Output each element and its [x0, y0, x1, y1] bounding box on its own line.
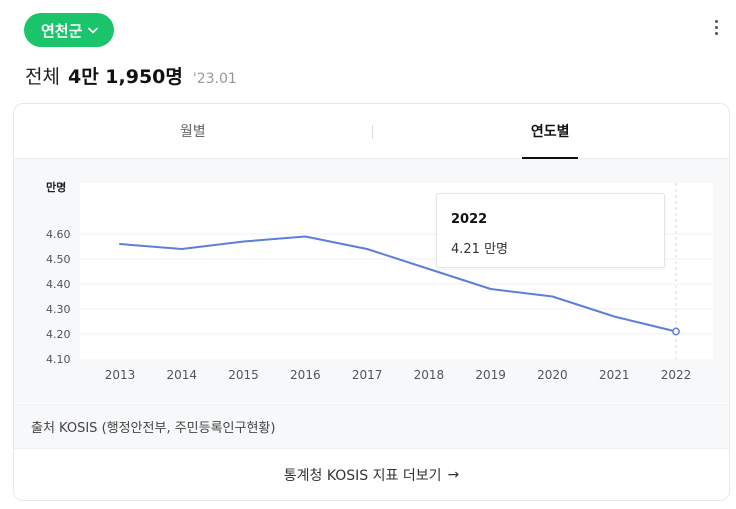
population-total: 전체 4만 1,950명 '23.01: [25, 62, 237, 89]
y-tick-label: 4.40: [46, 278, 71, 291]
tab-yearly[interactable]: 연도별: [372, 104, 730, 158]
y-tick-label: 4.20: [46, 328, 71, 341]
y-tick-label: 4.10: [46, 353, 71, 366]
kosis-more-label: 통계청 KOSIS 지표 더보기: [283, 468, 442, 484]
population-card: 월별 연도별 4.10 4.20 4.30 4.40 4.50 4.60 만명 2013 201…: [13, 103, 730, 501]
period-tabs: 월별 연도별: [14, 104, 729, 159]
x-tick-label: 2021: [599, 368, 630, 382]
more-options-icon[interactable]: [708, 16, 724, 38]
arrow-right-icon: →: [447, 467, 460, 483]
y-tick-label: 4.50: [46, 253, 71, 266]
line-chart: 4.10 4.20 4.30 4.40 4.50 4.60 만명 2013 2014 2015 20…: [46, 180, 713, 382]
total-label: 전체: [25, 66, 60, 88]
highlighted-data-point: [672, 327, 680, 336]
x-tick-label: 2014: [167, 368, 198, 382]
region-selector-button[interactable]: 연천군: [24, 13, 115, 47]
tooltip-year: 2022: [451, 212, 488, 227]
chevron-down-icon: [88, 27, 99, 33]
tooltip-value: 4.21 만명: [451, 242, 508, 257]
x-tick-label: 2018: [414, 368, 445, 382]
x-tick-label: 2016: [290, 368, 321, 382]
x-tick-label: 2019: [475, 368, 506, 382]
x-tick-label: 2013: [105, 368, 136, 382]
source-note: 출처 KOSIS (행정안전부, 주민등록인구현황): [14, 404, 729, 449]
y-tick-label: 4.60: [46, 228, 71, 241]
total-value: 4만 1,950명: [67, 66, 183, 88]
chart-tooltip: 2022 4.21 만명: [436, 193, 665, 268]
total-date: '23.01: [192, 71, 237, 87]
y-tick-label: 4.30: [46, 303, 71, 316]
series-line: [119, 235, 677, 333]
x-tick-label: 2022: [661, 368, 692, 382]
x-tick-label: 2020: [537, 368, 568, 382]
x-tick-label: 2015: [228, 368, 259, 382]
tab-monthly[interactable]: 월별: [179, 124, 206, 140]
kosis-more-link[interactable]: 통계청 KOSIS 지표 더보기 →: [14, 450, 729, 500]
x-tick-label: 2017: [352, 368, 383, 382]
chart-area: 4.10 4.20 4.30 4.40 4.50 4.60 만명 2013 2014 2015 20…: [14, 159, 729, 403]
region-label: 연천군: [41, 21, 83, 40]
tab-divider: [372, 125, 373, 139]
y-axis-label: 만명: [46, 180, 66, 194]
